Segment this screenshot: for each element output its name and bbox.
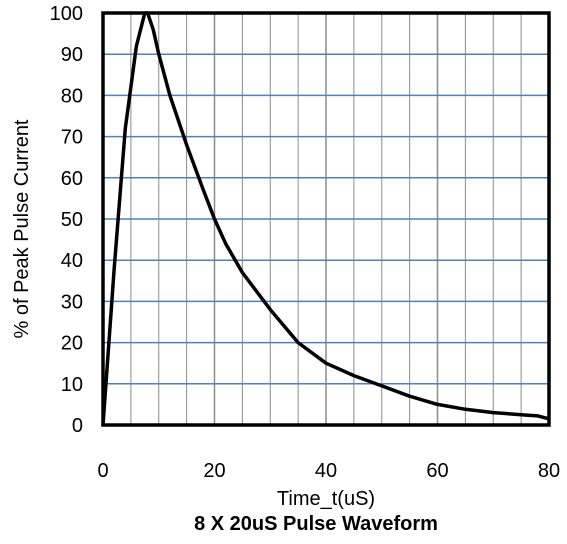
y-tick-label: 10 <box>61 374 83 396</box>
y-tick-label: 30 <box>61 291 83 313</box>
chart-grid <box>103 13 549 425</box>
y-tick-label: 0 <box>72 415 83 437</box>
y-tick-label: 100 <box>50 3 83 25</box>
plot-frame <box>101 11 551 427</box>
y-axis-label: % of Peak Pulse Current <box>11 119 33 338</box>
y-tick-label: 40 <box>61 250 83 272</box>
chart-title: 8 X 20uS Pulse Waveform <box>194 513 438 535</box>
y-tick-label: 90 <box>61 44 83 66</box>
x-tick-label: 80 <box>538 460 560 482</box>
y-tick-label: 70 <box>61 127 83 149</box>
x-axis-label: Time_t(uS) <box>277 488 375 510</box>
y-tick-label: 80 <box>61 85 83 107</box>
x-tick-label: 0 <box>97 460 108 482</box>
x-tick-label: 20 <box>203 460 225 482</box>
y-tick-label: 50 <box>61 209 83 231</box>
chart-ticks: 0 10 20 30 40 50 60 70 80 90 100 0 20 40 60 80 <box>50 3 561 482</box>
y-tick-label: 20 <box>61 333 83 355</box>
y-tick-label: 60 <box>61 168 83 190</box>
x-tick-label: 60 <box>426 460 448 482</box>
x-tick-label: 40 <box>315 460 337 482</box>
